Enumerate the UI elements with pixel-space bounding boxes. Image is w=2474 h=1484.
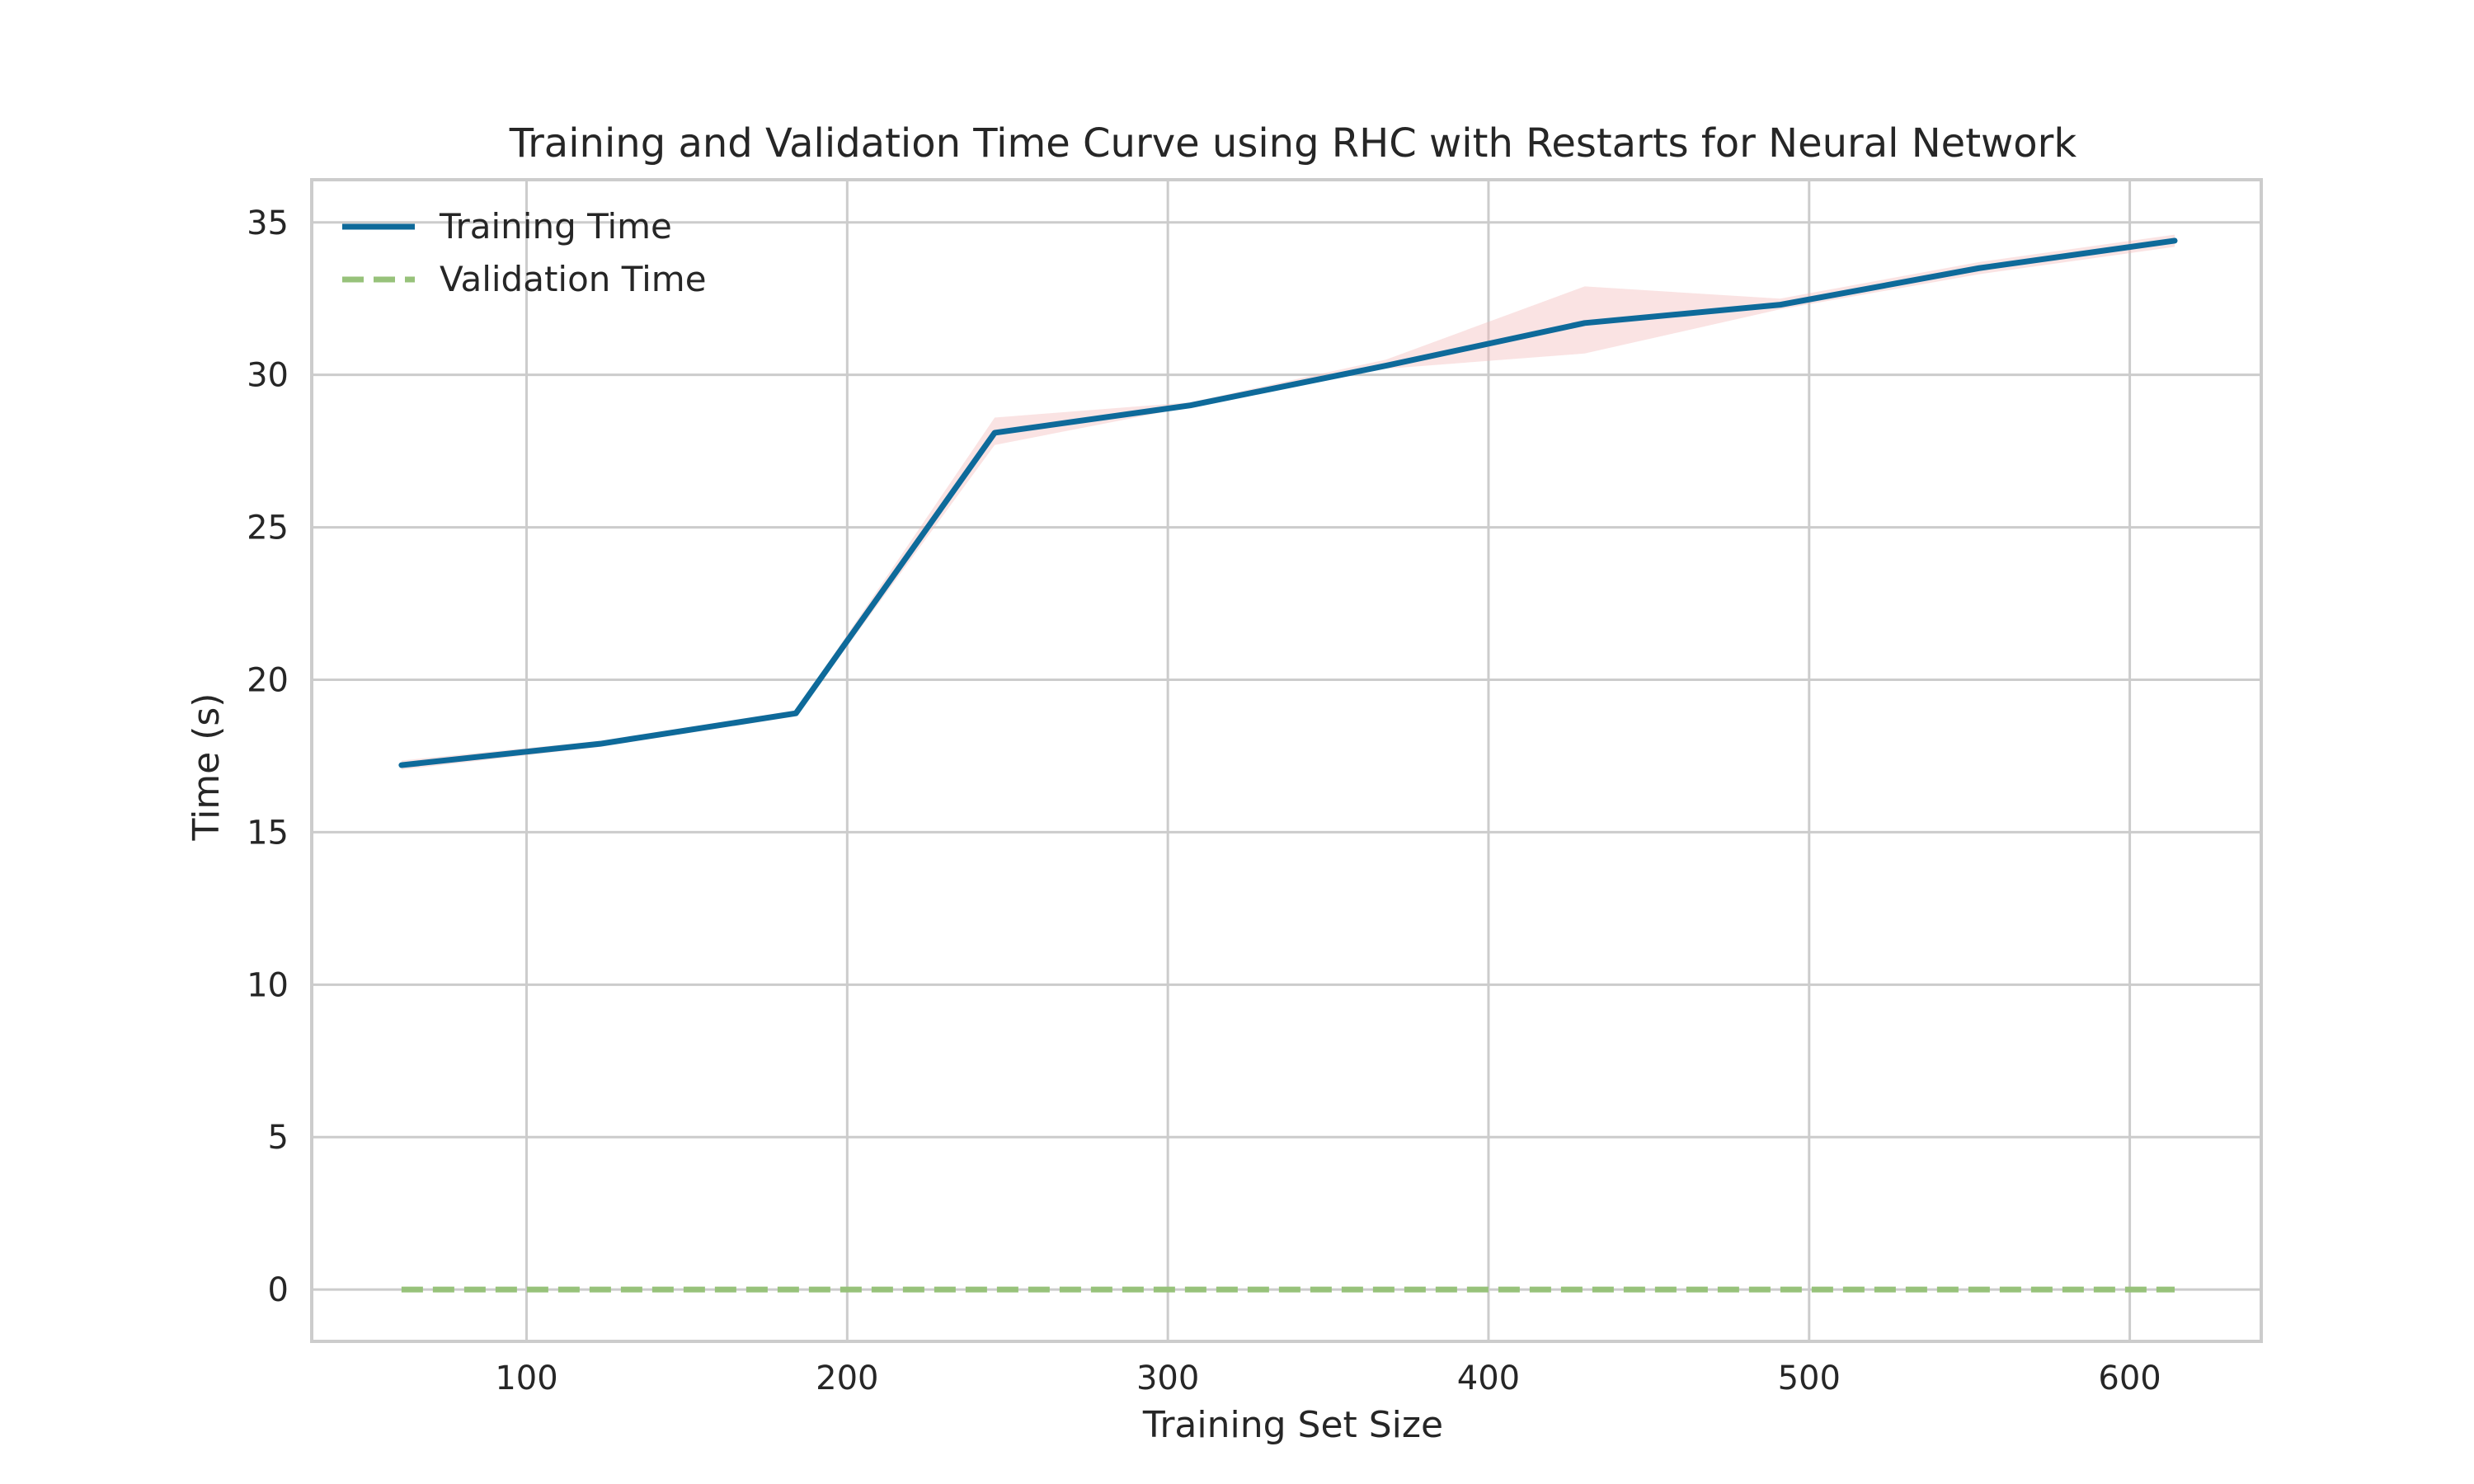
y-axis-label: Time (s): [186, 693, 228, 842]
y-tick-label: 10: [247, 966, 289, 1004]
chart-title: Training and Validation Time Curve using…: [509, 120, 2077, 167]
legend-validation-label: Validation Time: [440, 259, 707, 299]
x-axis-label: Training Set Size: [1142, 1404, 1443, 1446]
y-tick-label: 30: [247, 357, 289, 395]
x-tick-label: 300: [1136, 1360, 1199, 1397]
grid: [312, 180, 2261, 1341]
y-tick-label: 0: [268, 1271, 289, 1309]
x-tick-label: 200: [816, 1360, 878, 1397]
y-tick-label: 5: [268, 1119, 289, 1157]
plot-frame: [310, 178, 2263, 1343]
series-lines: [398, 237, 2178, 1293]
y-tick-labels: 0 5 10 15 20 25 30 35: [247, 204, 289, 1309]
y-tick-label: 20: [247, 661, 289, 699]
y-tick-label: 25: [247, 510, 289, 547]
x-tick-label: 400: [1457, 1360, 1520, 1397]
training-time-line: [398, 237, 2178, 768]
x-tick-label: 600: [2098, 1360, 2161, 1397]
x-tick-labels: 100 200 300 400 500 600: [495, 1360, 2161, 1397]
x-tick-label: 500: [1778, 1360, 1841, 1397]
x-tick-label: 100: [495, 1360, 557, 1397]
legend-training-label: Training Time: [439, 206, 672, 247]
legend: Training Time Validation Time: [342, 206, 707, 299]
y-tick-label: 15: [247, 814, 289, 852]
y-tick-label: 35: [247, 204, 289, 242]
